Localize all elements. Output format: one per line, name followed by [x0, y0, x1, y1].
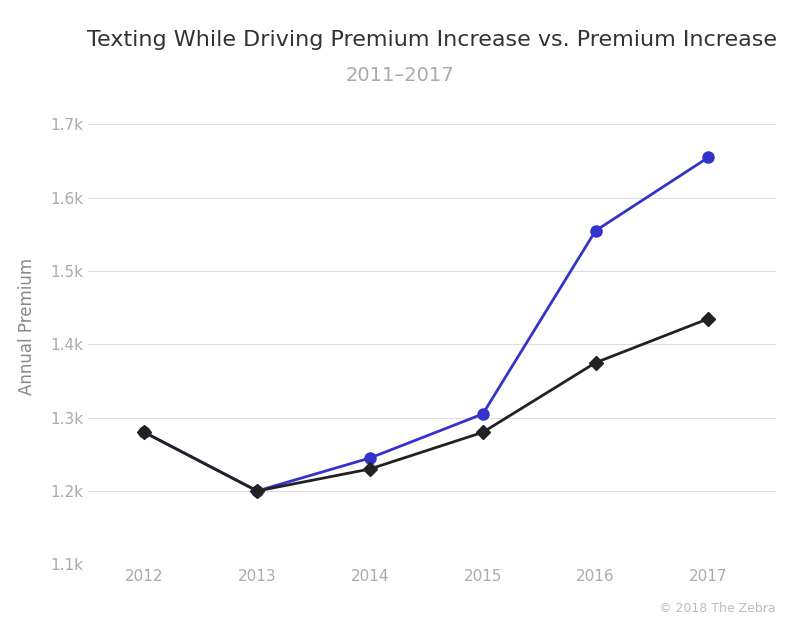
Title: Texting While Driving Premium Increase vs. Premium Increase: Texting While Driving Premium Increase v…: [87, 30, 777, 50]
Y-axis label: Annual Premium: Annual Premium: [18, 258, 36, 394]
Text: 2011–2017: 2011–2017: [346, 66, 454, 85]
Text: © 2018 The Zebra: © 2018 The Zebra: [659, 603, 776, 616]
